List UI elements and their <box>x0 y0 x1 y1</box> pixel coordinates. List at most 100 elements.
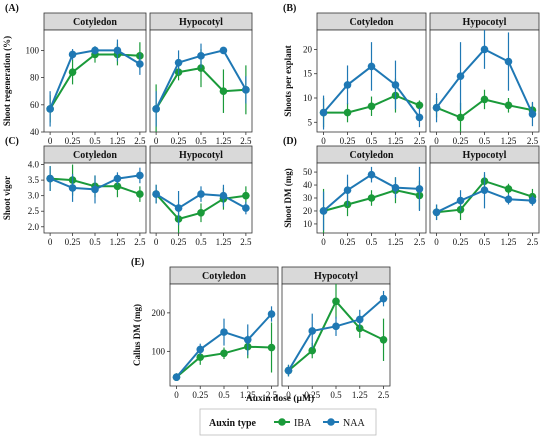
facet-strip-label: Hypocotyl <box>179 17 223 28</box>
facet-hypocotyl: Hypocotyl 0 0.25 0.5 1.25 2.5 <box>429 145 540 247</box>
data-point-naa <box>172 373 181 381</box>
data-point-naa <box>504 57 513 66</box>
x-tick-label: 0.25 <box>453 136 469 146</box>
data-point-iba <box>219 87 228 95</box>
data-point-naa <box>355 315 364 324</box>
panel-4: (E) Callus DM (mg) 100 200 Cotyledon 0 0.25 0.5… <box>131 257 391 400</box>
panel-label: (A) <box>5 3 19 14</box>
facet-strip-label: Cotyledon <box>73 150 117 161</box>
panel-label: (D) <box>283 136 297 147</box>
y-tick-label: 20 <box>303 44 313 54</box>
data-point-naa <box>91 185 99 194</box>
y-tick-label: 30 <box>303 193 313 203</box>
data-point-naa <box>456 196 465 205</box>
legend-title: Auxin type <box>209 418 257 429</box>
x-tick-label: 0.25 <box>453 237 469 247</box>
x-tick-label: 0.25 <box>171 237 187 247</box>
plot-area <box>43 29 147 133</box>
data-point-iba <box>196 353 205 361</box>
x-tick-label: 1.25 <box>216 136 232 146</box>
x-tick-label: 2.5 <box>414 136 426 146</box>
x-tick-label: 2.5 <box>134 237 146 247</box>
data-point-iba <box>332 297 340 306</box>
facet-strip-label: Cotyledon <box>202 271 246 282</box>
y-axis-label: Shoot vigor <box>2 176 12 220</box>
data-point-naa <box>242 86 250 94</box>
data-point-iba <box>504 185 513 193</box>
x-tick-label: 0.5 <box>479 136 491 146</box>
data-point-iba <box>343 108 352 117</box>
x-tick-label: 1.25 <box>352 390 368 400</box>
facet-strip-label: Hypocotyl <box>314 271 358 282</box>
y-tick-label: 200 <box>152 308 166 318</box>
x-tick-label: 0 <box>154 136 159 146</box>
data-point-iba <box>367 102 376 111</box>
data-point-iba <box>68 68 77 76</box>
y-tick-label: 2.5 <box>28 206 40 216</box>
data-point-iba <box>415 101 424 110</box>
x-tick-label: 1.25 <box>216 237 232 247</box>
facet-cotyledon: Cotyledon 0 0.25 0.5 1.25 2.5 <box>316 12 427 146</box>
x-tick-label: 0.25 <box>304 390 320 400</box>
y-tick-label: 60 <box>30 100 40 110</box>
facet-cotyledon: Cotyledon 0 0.25 0.5 1.25 2.5 <box>169 266 279 400</box>
data-point-naa <box>136 60 144 68</box>
panel-2: (C) Shoot vigor 2.0 2.5 3.0 3.5 4.0 Cotyledon 0 0… <box>2 136 253 247</box>
x-tick-label: 0.5 <box>479 237 491 247</box>
data-point-naa <box>152 190 160 198</box>
x-tick-label: 1.25 <box>501 237 517 247</box>
data-point-naa <box>391 183 400 192</box>
panel-label: (C) <box>5 136 19 147</box>
y-tick-label: 10 <box>303 93 313 103</box>
data-point-naa <box>415 113 424 122</box>
data-point-naa <box>113 174 122 183</box>
x-tick-label: 0 <box>286 390 291 400</box>
y-tick-label: 80 <box>30 73 40 83</box>
x-tick-label: 0.25 <box>65 237 81 247</box>
data-point-naa <box>113 46 122 55</box>
x-tick-label: 0 <box>321 136 326 146</box>
facet-strip-label: Cotyledon <box>350 17 394 28</box>
panel-0: (A)Shoot regeneration (%)406080100Cotyle… <box>2 3 253 146</box>
x-tick-label: 0 <box>48 136 53 146</box>
y-tick-label: 20 <box>303 206 313 216</box>
y-tick-label: 3.5 <box>28 175 40 185</box>
x-tick-label: 2.5 <box>378 390 390 400</box>
x-tick-label: 0.25 <box>65 136 81 146</box>
x-tick-label: 0.5 <box>89 237 101 247</box>
x-tick-label: 0.5 <box>366 237 378 247</box>
data-point-naa <box>504 195 513 204</box>
data-point-naa <box>219 46 228 55</box>
x-axis-label: Auxin dose (µM) <box>246 393 314 404</box>
data-point-iba <box>367 194 376 202</box>
x-tick-label: 1.25 <box>110 237 126 247</box>
y-tick-label: 40 <box>30 127 40 137</box>
panel-label: (B) <box>283 3 296 14</box>
y-tick-label: 5 <box>308 117 313 127</box>
facet-strip-label: Hypocotyl <box>463 150 507 161</box>
x-tick-label: 0.5 <box>195 136 207 146</box>
x-tick-label: 0.25 <box>171 136 187 146</box>
data-point-iba <box>456 113 465 122</box>
x-tick-label: 2.5 <box>414 237 426 247</box>
data-point-naa <box>284 366 293 375</box>
y-tick-label: 50 <box>303 167 313 177</box>
x-tick-label: 0.5 <box>366 136 378 146</box>
data-point-naa <box>528 110 537 118</box>
data-point-naa <box>379 294 388 303</box>
facet-hypocotyl: Hypocotyl 0 0.25 0.5 1.25 2.5 <box>281 266 391 400</box>
x-tick-label: 0.5 <box>330 390 342 400</box>
x-tick-label: 0 <box>48 237 53 247</box>
x-tick-label: 2.5 <box>240 237 252 247</box>
x-tick-label: 2.5 <box>527 237 539 247</box>
y-tick-label: 100 <box>152 346 166 356</box>
data-point-naa <box>343 81 352 89</box>
facet-cotyledon: Cotyledon 0 0.25 0.5 1.25 2.5 <box>43 12 147 146</box>
data-point-naa <box>152 105 160 113</box>
x-tick-label: 0 <box>154 237 159 247</box>
data-point-naa <box>480 186 489 195</box>
data-point-naa <box>136 171 144 180</box>
y-tick-label: 3.0 <box>28 191 40 201</box>
facet-hypocotyl: Hypocotyl 0 0.25 0.5 1.25 2.5 <box>149 12 253 146</box>
